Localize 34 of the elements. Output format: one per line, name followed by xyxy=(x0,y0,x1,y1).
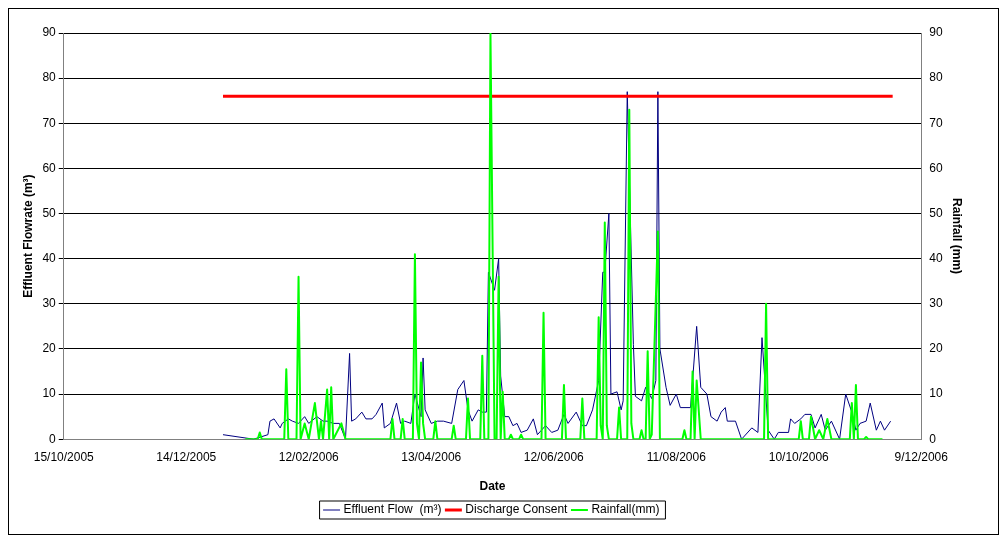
legend-label: Discharge Consent xyxy=(465,502,569,517)
y2-tick-label: 90 xyxy=(929,25,943,40)
legend-label: Rainfall(mm) xyxy=(591,502,660,517)
y-tick-label: 60 xyxy=(42,160,57,175)
x-axis-title: Date xyxy=(479,479,506,494)
y2-tick-label: 70 xyxy=(929,115,943,130)
x-tick-label: 13/04/2006 xyxy=(401,449,462,464)
y-tick-label: 20 xyxy=(42,341,57,356)
y-tick-label: 50 xyxy=(42,205,57,220)
x-tick-label: 15/10/2005 xyxy=(33,449,95,464)
y-tick-label: 40 xyxy=(42,250,57,265)
y-tick-label: 80 xyxy=(42,70,57,85)
y2-tick-label: 80 xyxy=(929,70,943,85)
y2-tick-label: 30 xyxy=(929,296,943,311)
y-tick-label: 90 xyxy=(42,25,57,40)
y2-tick-label: 0 xyxy=(929,431,937,446)
y2-axis-title: Rainfall (mm) xyxy=(950,198,965,275)
y2-tick-label: 20 xyxy=(929,341,943,356)
x-tick-label: 14/12/2005 xyxy=(156,449,217,464)
x-tick-label: 12/06/2006 xyxy=(523,449,585,464)
y-tick-label: 30 xyxy=(42,296,57,311)
y2-tick-label: 10 xyxy=(929,386,943,401)
y2-tick-label: 50 xyxy=(929,205,943,220)
y-tick-label: 0 xyxy=(49,431,57,446)
y2-tick-label: 40 xyxy=(929,250,943,265)
x-tick-label: 12/02/2006 xyxy=(278,449,340,464)
x-tick-label: 11/08/2006 xyxy=(646,449,707,464)
y2-tick-label: 60 xyxy=(929,160,943,175)
y-tick-label: 70 xyxy=(42,115,57,130)
x-tick-label: 9/12/2006 xyxy=(894,449,949,464)
y-axis-title: Effluent Flowrate (m³) xyxy=(20,174,35,298)
legend-label: Effluent Flow (m³) xyxy=(343,502,442,517)
x-tick-label: 10/10/2006 xyxy=(768,449,830,464)
y-tick-label: 10 xyxy=(42,386,57,401)
